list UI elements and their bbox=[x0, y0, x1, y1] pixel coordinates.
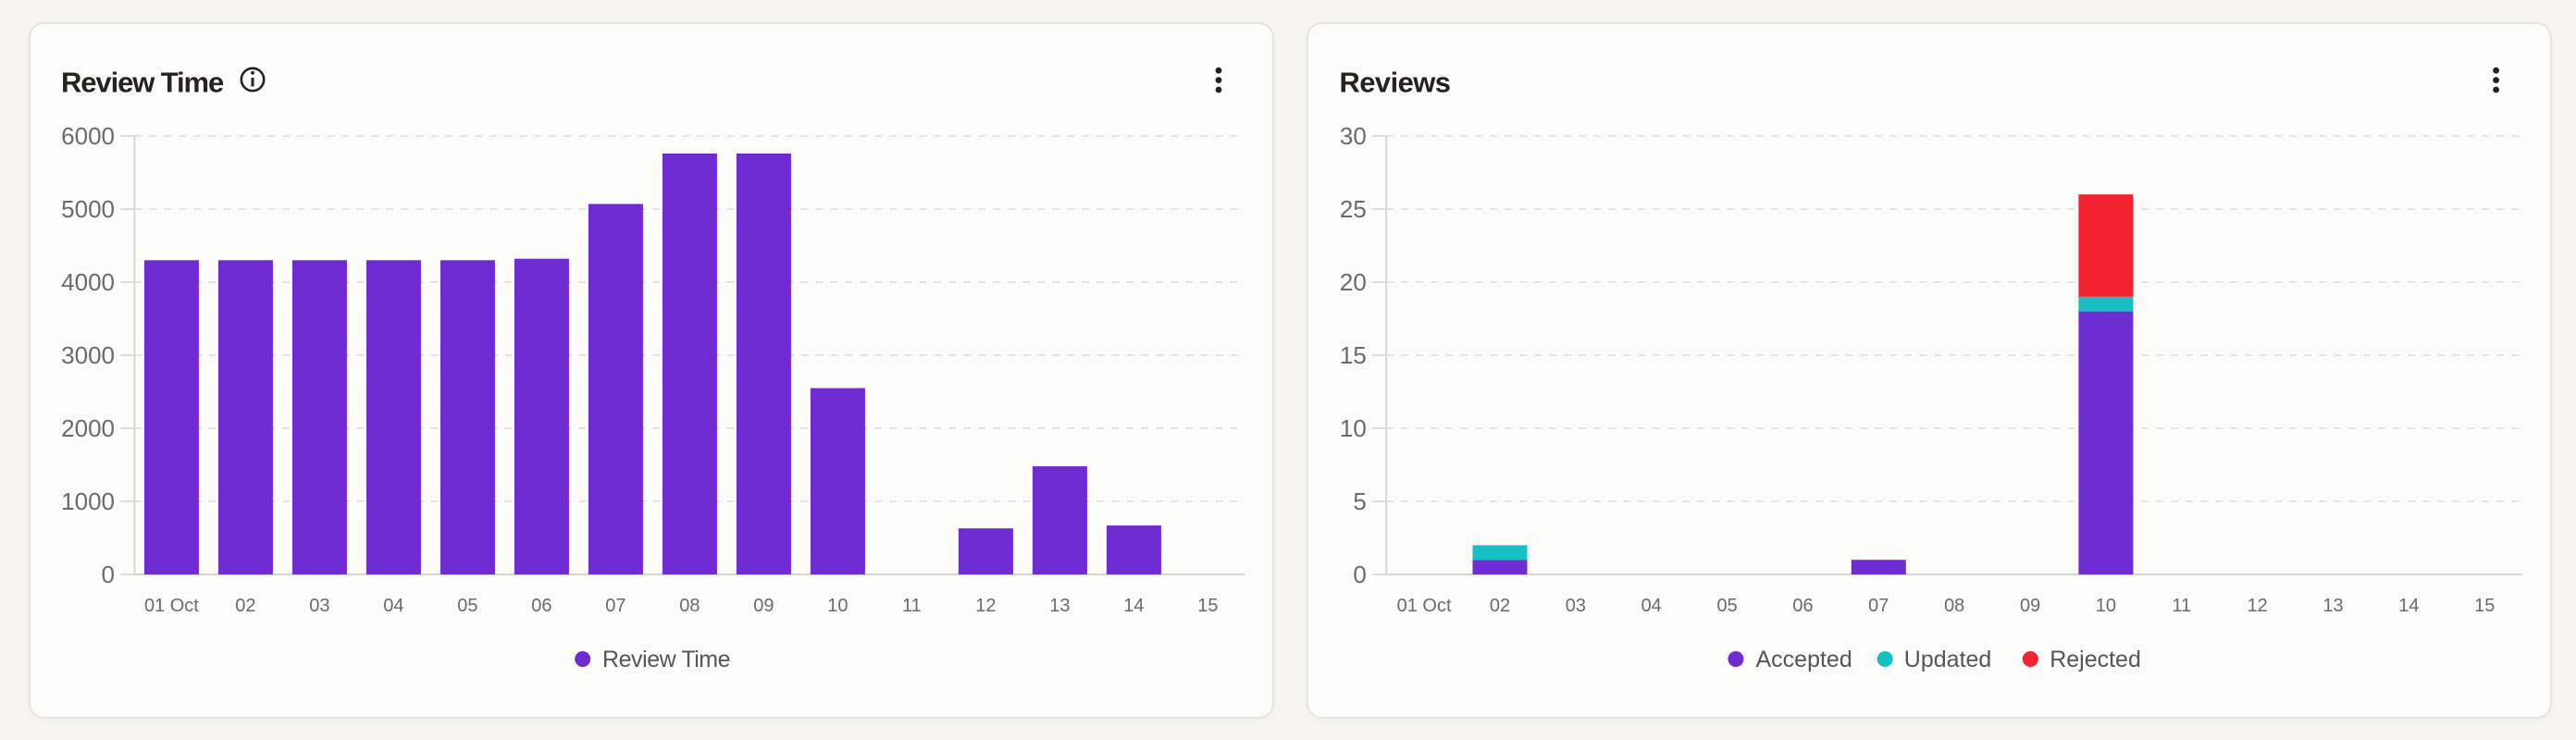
svg-text:20: 20 bbox=[1340, 268, 1367, 296]
svg-text:5000: 5000 bbox=[61, 195, 115, 223]
svg-text:05: 05 bbox=[1716, 596, 1737, 616]
svg-text:04: 04 bbox=[1641, 596, 1662, 616]
svg-text:13: 13 bbox=[1049, 596, 1070, 616]
svg-text:Review Time: Review Time bbox=[602, 647, 730, 672]
svg-text:03: 03 bbox=[1566, 596, 1586, 616]
svg-text:4000: 4000 bbox=[61, 268, 115, 296]
svg-text:1000: 1000 bbox=[61, 487, 115, 515]
svg-text:11: 11 bbox=[2172, 596, 2191, 616]
svg-text:Rejected: Rejected bbox=[2050, 647, 2141, 672]
svg-text:Accepted: Accepted bbox=[1756, 647, 1852, 672]
svg-text:10: 10 bbox=[2096, 596, 2116, 616]
svg-text:05: 05 bbox=[457, 596, 477, 616]
svg-text:15: 15 bbox=[1340, 341, 1367, 369]
svg-text:07: 07 bbox=[1868, 596, 1889, 616]
svg-text:2000: 2000 bbox=[61, 414, 115, 442]
svg-text:3000: 3000 bbox=[61, 341, 115, 369]
svg-text:01 Oct: 01 Oct bbox=[1397, 596, 1452, 616]
svg-text:15: 15 bbox=[1197, 596, 1218, 616]
svg-text:02: 02 bbox=[235, 596, 255, 616]
svg-text:11: 11 bbox=[902, 596, 922, 616]
svg-text:03: 03 bbox=[309, 596, 329, 616]
svg-text:09: 09 bbox=[2020, 596, 2040, 616]
svg-text:Review Time: Review Time bbox=[61, 67, 224, 99]
svg-text:02: 02 bbox=[1490, 596, 1510, 616]
svg-text:10: 10 bbox=[827, 596, 848, 616]
svg-text:25: 25 bbox=[1340, 195, 1367, 223]
svg-text:Updated: Updated bbox=[1904, 647, 1992, 672]
svg-text:01 Oct: 01 Oct bbox=[144, 596, 199, 616]
svg-text:09: 09 bbox=[753, 596, 774, 616]
svg-text:0: 0 bbox=[102, 561, 115, 588]
svg-text:06: 06 bbox=[531, 596, 551, 616]
svg-text:07: 07 bbox=[605, 596, 625, 616]
svg-text:30: 30 bbox=[1340, 122, 1367, 150]
svg-text:08: 08 bbox=[679, 596, 700, 616]
svg-text:08: 08 bbox=[1944, 596, 1964, 616]
svg-text:0: 0 bbox=[1353, 561, 1366, 588]
svg-text:15: 15 bbox=[2474, 596, 2495, 616]
svg-text:12: 12 bbox=[975, 596, 996, 616]
svg-text:14: 14 bbox=[2398, 596, 2419, 616]
svg-text:10: 10 bbox=[1340, 414, 1367, 442]
svg-text:14: 14 bbox=[1123, 596, 1144, 616]
svg-text:6000: 6000 bbox=[61, 122, 115, 150]
svg-text:06: 06 bbox=[1792, 596, 1813, 616]
svg-text:12: 12 bbox=[2248, 596, 2268, 616]
svg-text:13: 13 bbox=[2322, 596, 2343, 616]
svg-text:04: 04 bbox=[383, 596, 403, 616]
svg-text:5: 5 bbox=[1353, 487, 1366, 515]
svg-text:Reviews: Reviews bbox=[1340, 67, 1451, 99]
